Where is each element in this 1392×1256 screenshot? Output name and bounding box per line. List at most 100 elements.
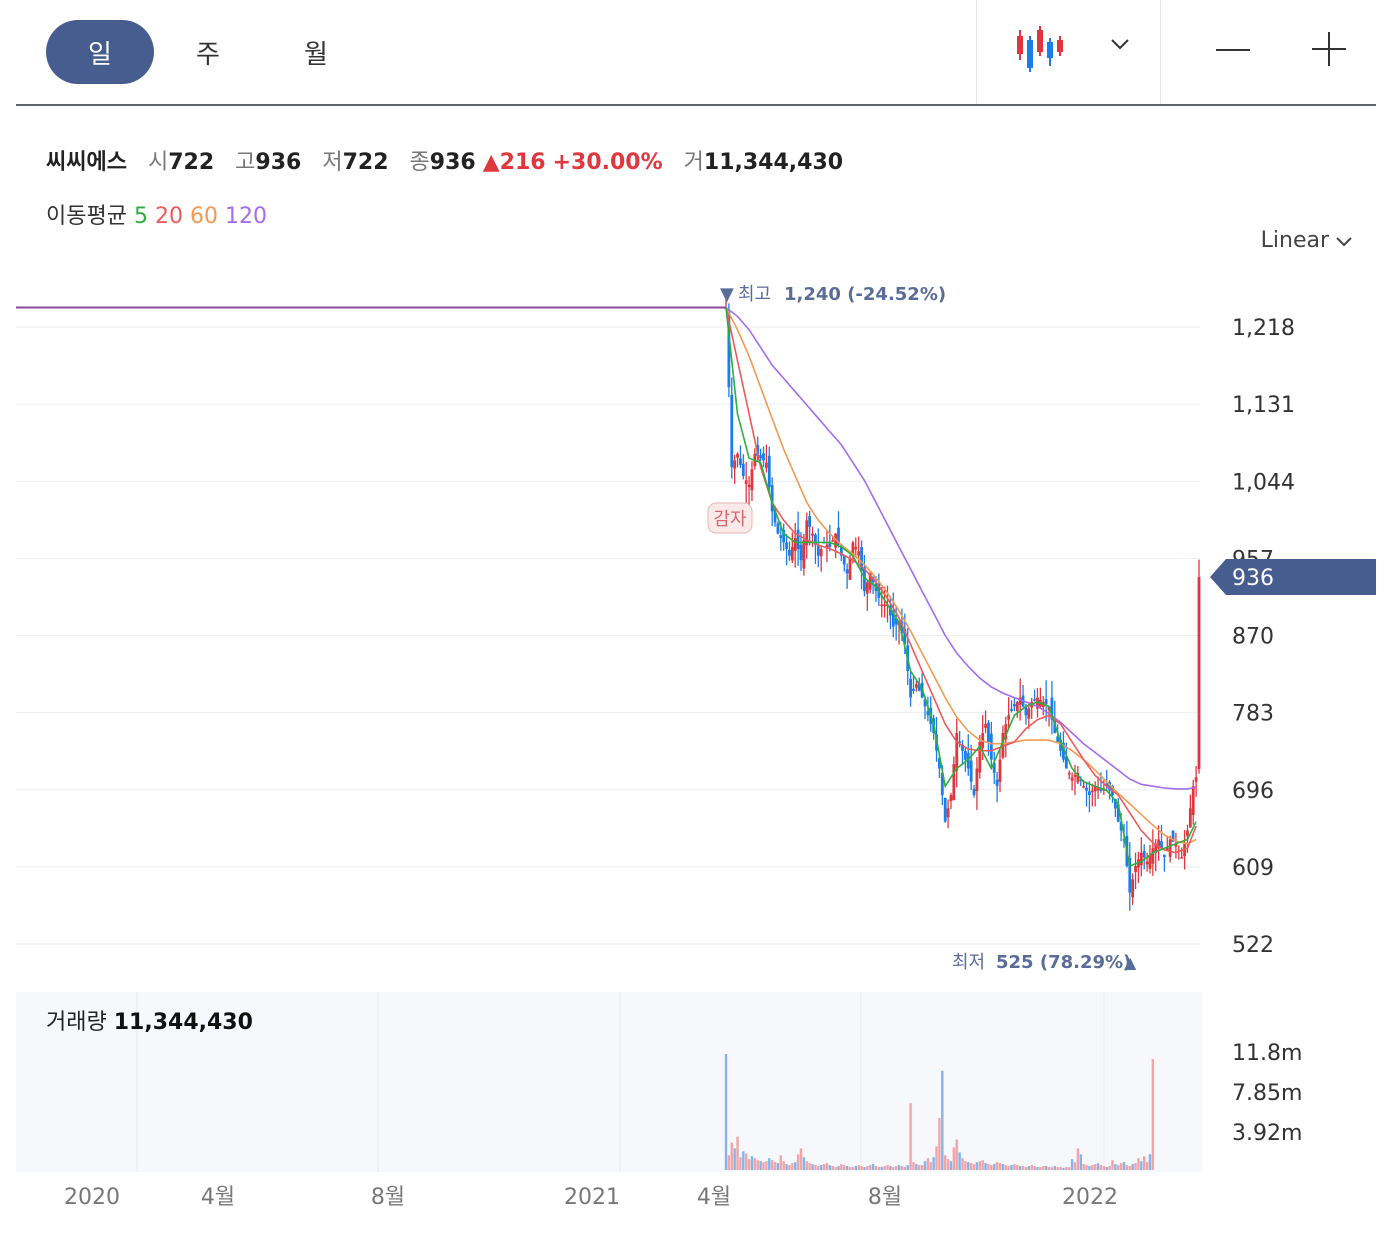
- tab-month[interactable]: 월: [304, 39, 328, 70]
- candle-body: [793, 537, 797, 551]
- volume-bar: [1122, 1162, 1126, 1170]
- candle-body: [744, 480, 748, 484]
- tab-week[interactable]: 주: [196, 39, 220, 70]
- candle-body: [730, 394, 734, 468]
- volume-bar: [785, 1164, 788, 1170]
- candle-body: [1174, 843, 1178, 847]
- candle-body: [779, 535, 783, 538]
- volume-bar: [1117, 1165, 1120, 1170]
- event-marker-badge: [707, 502, 753, 534]
- volume-bar: [1108, 1166, 1111, 1170]
- x-tick-label: 8월: [371, 1185, 405, 1210]
- candle-body: [1090, 790, 1094, 793]
- chevron-down-icon[interactable]: [1110, 36, 1130, 56]
- chart-toolbar: 일 주 월: [16, 0, 1376, 106]
- volume-bar: [1137, 1158, 1140, 1170]
- candle-body: [995, 779, 999, 787]
- candle-body: [987, 722, 990, 742]
- volume-bar: [1027, 1166, 1031, 1170]
- candle-body: [992, 762, 996, 773]
- volume-bar: [799, 1148, 803, 1170]
- high-marker-label: 최고: [738, 284, 771, 305]
- candlestick-type-icon[interactable]: [1014, 26, 1066, 80]
- candle-body: [1059, 739, 1062, 751]
- y-tick-label: 1,131: [1232, 393, 1295, 418]
- volume-label: 거: [683, 150, 704, 175]
- volume-panel-value: 11,344,430: [113, 1010, 253, 1035]
- volume-bar: [1073, 1162, 1077, 1170]
- volume-bar: [961, 1158, 964, 1170]
- candle-body: [1027, 708, 1031, 719]
- close-value: 936: [429, 150, 476, 175]
- volume-bar: [730, 1142, 733, 1170]
- volume-bar: [943, 1155, 947, 1170]
- y-tick-label: 609: [1232, 856, 1274, 881]
- candle-body: [1157, 839, 1161, 849]
- candle-body: [825, 544, 829, 549]
- volume-bar: [1039, 1167, 1042, 1170]
- candle-body: [1044, 698, 1048, 705]
- candle-body: [1015, 701, 1019, 711]
- volume-bar: [981, 1160, 984, 1170]
- candle-body: [834, 533, 837, 548]
- volume-bar: [843, 1165, 846, 1170]
- volume-bar: [920, 1165, 924, 1170]
- volume-panel-label: 거래량: [46, 1010, 107, 1035]
- candle-body: [796, 529, 800, 550]
- ma5-legend[interactable]: 5: [133, 204, 148, 229]
- candle-body: [914, 684, 918, 688]
- candle-body: [1122, 839, 1126, 841]
- candle-body: [831, 540, 835, 542]
- candle-body: [733, 460, 737, 469]
- volume-bar: [877, 1167, 881, 1170]
- volume-bar: [1053, 1166, 1056, 1170]
- candle-body: [972, 789, 976, 796]
- ma120-legend[interactable]: 120: [224, 204, 267, 229]
- low-label: 저: [322, 150, 343, 175]
- volume-bar: [1082, 1164, 1085, 1170]
- candle-body: [1004, 724, 1008, 740]
- candle-body: [727, 312, 731, 388]
- ma60-legend[interactable]: 60: [189, 204, 218, 229]
- candle-body: [1013, 703, 1016, 707]
- candle-body: [1056, 736, 1060, 742]
- volume-bar: [923, 1161, 927, 1170]
- candle-body: [1113, 798, 1117, 809]
- volume-bar: [886, 1165, 889, 1170]
- candle-body: [750, 469, 754, 491]
- volume-bar: [837, 1166, 840, 1170]
- volume-bar: [1099, 1165, 1103, 1170]
- x-tick-label: 2022: [1062, 1185, 1118, 1210]
- volume-bar: [932, 1157, 935, 1170]
- scale-mode-dropdown[interactable]: Linear: [1261, 228, 1352, 253]
- volume-bar: [770, 1160, 774, 1170]
- zoom-in-icon[interactable]: [1310, 30, 1348, 72]
- volume-bar: [969, 1163, 973, 1170]
- volume-bar: [863, 1167, 866, 1170]
- candle-body: [1010, 708, 1013, 711]
- volume-bar: [952, 1147, 956, 1170]
- volume-bar: [866, 1166, 869, 1170]
- zoom-out-icon[interactable]: [1214, 34, 1252, 70]
- ma-legend-label: 이동평균: [46, 204, 127, 229]
- candle-body: [1131, 879, 1135, 898]
- volume-bar: [1128, 1166, 1131, 1170]
- volume-bar: [1131, 1164, 1134, 1170]
- candle-body: [1162, 854, 1166, 858]
- candle-body: [903, 628, 907, 645]
- candle-body: [923, 699, 927, 707]
- candle-body: [741, 463, 745, 476]
- volume-bar: [1093, 1164, 1097, 1170]
- stock-name: 씨씨에스: [46, 150, 127, 175]
- tab-day[interactable]: 일: [46, 20, 154, 84]
- candle-body: [819, 549, 823, 557]
- candle-body: [785, 542, 788, 550]
- volume-bar: [733, 1148, 736, 1170]
- y-tick-label: 783: [1232, 702, 1274, 727]
- candle-body: [961, 744, 964, 751]
- open-value: 722: [168, 150, 215, 175]
- volume-bar: [1096, 1163, 1100, 1170]
- ma20-legend[interactable]: 20: [154, 204, 183, 229]
- candle-body: [1188, 808, 1192, 828]
